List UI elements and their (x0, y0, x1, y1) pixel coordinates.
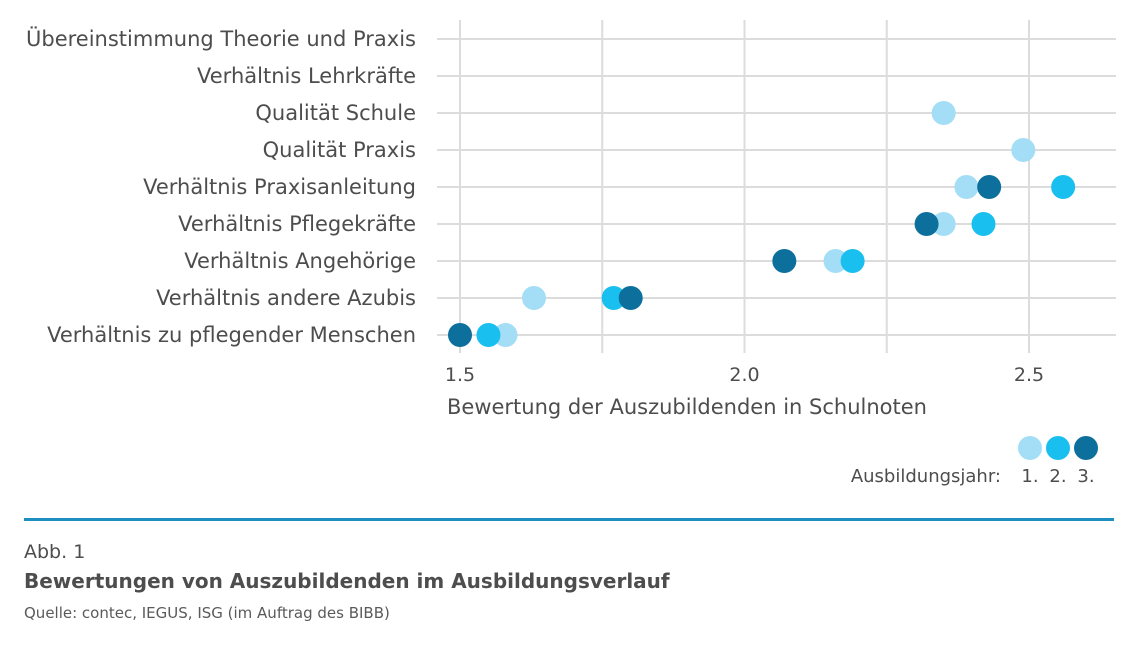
data-point-series-2 (971, 212, 996, 236)
data-point-series-2 (601, 286, 626, 310)
data-point-series-1 (931, 101, 956, 125)
data-point-series-2 (476, 323, 501, 347)
data-point-series-3 (448, 323, 472, 347)
x-tick-label: 2.5 (1014, 364, 1044, 386)
grid (437, 20, 1116, 353)
x-axis-title: Bewertung der Auszubildenden in Schulnot… (447, 395, 927, 419)
data-point-series-1 (823, 249, 848, 273)
category-label: Übereinstimmung Theorie und Praxis (26, 26, 416, 51)
category-labels: Übereinstimmung Theorie und Praxis Verhäl… (26, 26, 416, 347)
legend-label: 2. (1049, 466, 1066, 487)
data-point-series-1 (954, 175, 979, 199)
x-tick-label: 2.0 (729, 364, 759, 386)
category-label: Qualität Schule (255, 101, 416, 125)
x-tick-label: 1.5 (445, 364, 475, 386)
legend: Ausbildungsjahr: 1. 2. 3. (851, 436, 1098, 487)
legend-label: 1. (1021, 466, 1038, 487)
legend-swatch (1018, 436, 1042, 460)
data-point-series-3 (772, 249, 797, 273)
data-point-series-3 (977, 175, 1002, 199)
category-label: Verhältnis zu pflegender Menschen (47, 323, 416, 347)
data-point-series-2 (1051, 175, 1076, 199)
legend-caption: Ausbildungsjahr: (851, 466, 1001, 487)
category-label: Verhältnis Lehrkräfte (197, 64, 416, 88)
category-label: Qualität Praxis (263, 138, 416, 162)
category-label: Verhältnis Pflegekräfte (178, 212, 416, 236)
category-label: Verhältnis andere Azubis (156, 286, 416, 310)
legend-swatch (1074, 436, 1098, 460)
data-point-series-1 (493, 323, 518, 347)
legend-label: 3. (1077, 466, 1094, 487)
data-points (448, 101, 1076, 347)
footer-divider (24, 518, 1114, 521)
data-point-series-1 (1011, 138, 1036, 162)
legend-swatch (1046, 436, 1070, 460)
category-label: Verhältnis Praxisanleitung (143, 175, 416, 199)
data-point-series-3 (914, 212, 939, 236)
category-label: Verhältnis Angehörige (184, 249, 416, 273)
figure-source: Quelle: contec, IEGUS, ISG (im Auftrag d… (24, 604, 390, 622)
figure-number: Abb. 1 (24, 541, 86, 563)
figure-title: Bewertungen von Auszubildenden im Ausbil… (24, 569, 670, 593)
data-point-series-3 (618, 286, 643, 310)
x-tick-labels: 1.52.02.53.03.5 (445, 364, 1044, 386)
data-point-series-1 (931, 212, 956, 236)
data-point-series-1 (521, 286, 546, 310)
data-point-series-2 (840, 249, 865, 273)
dot-plot: Übereinstimmung Theorie und Praxis Verhäl… (26, 20, 1116, 487)
